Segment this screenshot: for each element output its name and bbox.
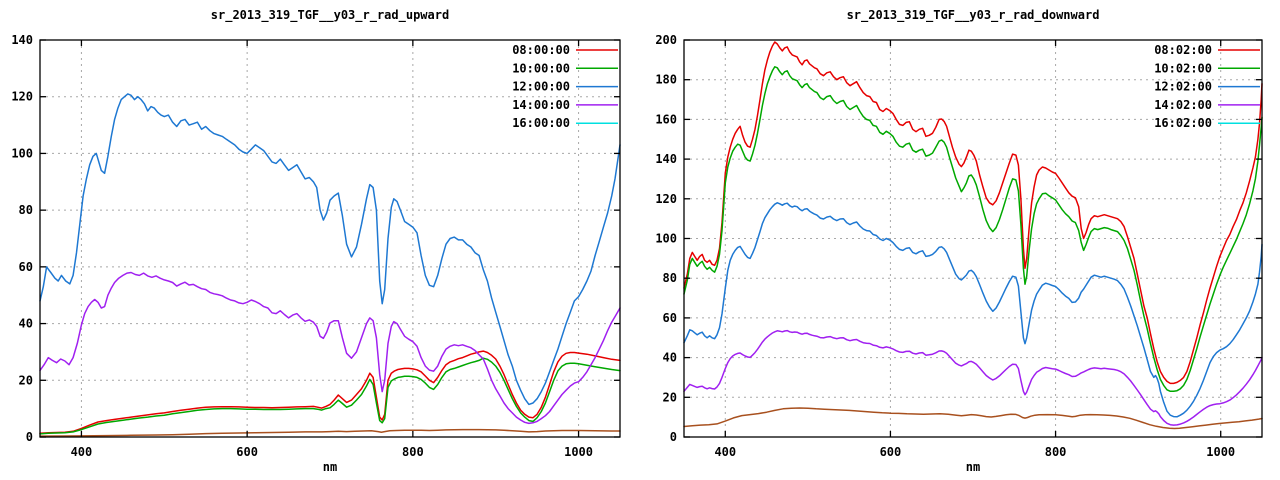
legend-item: 16:00:00 (512, 116, 618, 130)
legend-item: 16:02:00 (1154, 116, 1260, 130)
y-tick-label: 140 (655, 152, 677, 166)
chart-panel-0: 400 600 800 1000 0 20 40 60 80 100 120 140 08:00:00 1… (11, 33, 621, 459)
legend-label: 10:00:00 (512, 61, 570, 75)
series-line-12:02:00 (683, 202, 1263, 418)
series-line-16:02:00 (683, 407, 1263, 430)
legend-label: 08:02:00 (1154, 43, 1212, 57)
series-line-12:00:00 (39, 93, 621, 406)
x-axis-label-upward: nm (322, 460, 338, 474)
y-tick-label: 40 (19, 317, 33, 331)
legend-item: 14:02:00 (1154, 98, 1260, 112)
x-tick-label: 400 (71, 445, 93, 459)
legend-item: 12:02:00 (1154, 80, 1260, 94)
legend-label: 08:00:00 (512, 43, 570, 57)
series-line-10:00:00 (39, 357, 621, 435)
y-tick-label: 120 (11, 90, 33, 104)
chart-panel-1: 400 600 800 1000 0 20 40 60 80 100 120 140 160 180 200… (655, 33, 1263, 459)
chart-title-downward: sr_2013_319_TGF__y03_r_rad_downward (846, 8, 1100, 22)
y-tick-label: 140 (11, 33, 33, 47)
legend-item: 08:00:00 (512, 43, 618, 57)
legend-item: 10:02:00 (1154, 61, 1260, 75)
plot-border (39, 39, 621, 438)
legend-label: 14:00:00 (512, 98, 570, 112)
y-tick-label: 200 (655, 33, 677, 47)
legend-label: 10:02:00 (1154, 61, 1212, 75)
legend-item: 14:00:00 (512, 98, 618, 112)
legend-label: 16:00:00 (512, 116, 570, 130)
legend-label: 16:02:00 (1154, 116, 1212, 130)
y-tick-label: 0 (26, 430, 33, 444)
y-tick-label: 100 (11, 146, 33, 160)
x-tick-label: 800 (1045, 445, 1067, 459)
x-tick-label: 600 (236, 445, 258, 459)
y-tick-label: 80 (19, 203, 33, 217)
chart-title-upward: sr_2013_319_TGF__y03_r_rad_upward (210, 8, 450, 22)
y-tick-label: 0 (670, 430, 677, 444)
y-tick-label: 160 (655, 112, 677, 126)
x-tick-label: 800 (402, 445, 424, 459)
y-tick-label: 60 (663, 311, 677, 325)
series-line-14:00:00 (39, 271, 621, 425)
legend-label: 12:02:00 (1154, 80, 1212, 94)
legend-item: 08:02:00 (1154, 43, 1260, 57)
y-tick-label: 20 (19, 373, 33, 387)
series-line-08:00:00 (39, 350, 621, 435)
y-tick-label: 180 (655, 73, 677, 87)
x-tick-label: 400 (714, 445, 736, 459)
series-line-10:02:00 (683, 66, 1263, 393)
y-tick-label: 80 (663, 271, 677, 285)
y-tick-label: 100 (655, 232, 677, 246)
y-tick-label: 20 (663, 390, 677, 404)
legend-item: 12:00:00 (512, 80, 618, 94)
y-tick-label: 60 (19, 260, 33, 274)
series-line-16:00:00 (39, 428, 621, 437)
x-tick-label: 1000 (564, 445, 593, 459)
series-line-08:02:00 (683, 41, 1263, 385)
legend-label: 12:00:00 (512, 80, 570, 94)
legend-label: 14:02:00 (1154, 98, 1212, 112)
y-tick-label: 40 (663, 351, 677, 365)
x-tick-label: 600 (880, 445, 902, 459)
x-tick-label: 1000 (1206, 445, 1235, 459)
legend-item: 10:00:00 (512, 61, 618, 75)
y-tick-label: 120 (655, 192, 677, 206)
series-line-14:02:00 (683, 329, 1263, 426)
x-axis-label-downward: nm (965, 460, 981, 474)
